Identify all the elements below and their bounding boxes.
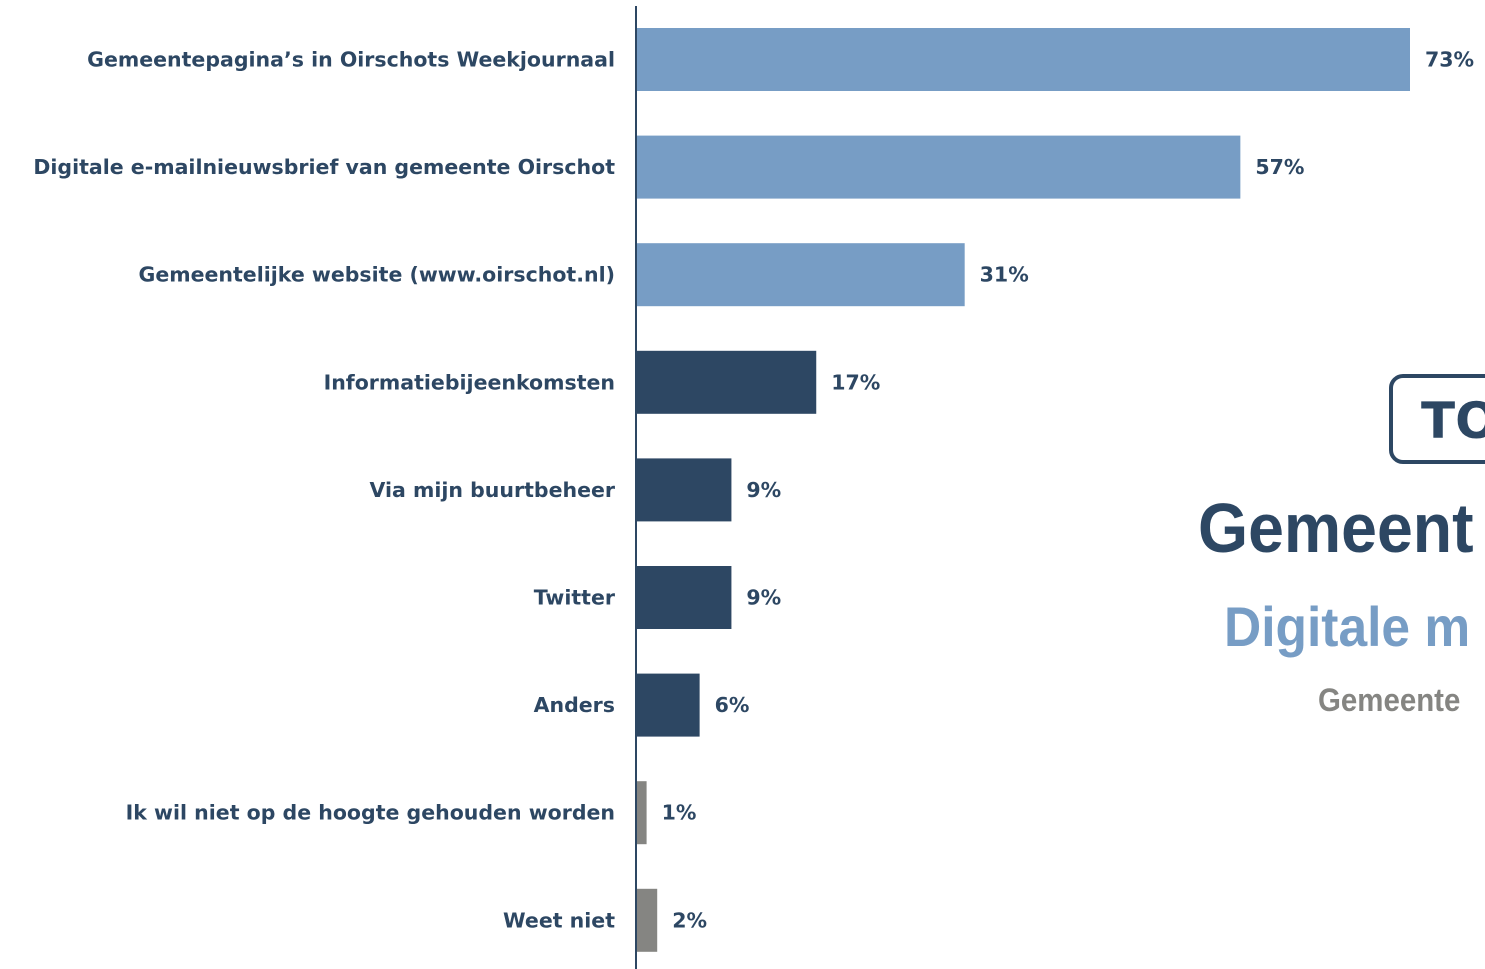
bar-2 xyxy=(636,135,1241,199)
value-label: 9% xyxy=(746,478,781,502)
category-label: Digitale e-mailnieuwsbrief van gemeente … xyxy=(33,155,615,179)
value-label: 73% xyxy=(1425,48,1474,72)
value-label: 9% xyxy=(746,586,781,610)
bar-3 xyxy=(636,243,965,307)
bars-group xyxy=(636,28,1410,952)
bar-4 xyxy=(636,350,817,414)
value-label: 2% xyxy=(672,908,707,932)
category-label: Anders xyxy=(534,693,615,717)
bar-5 xyxy=(636,458,732,522)
category-label: Gemeentepagina’s in Oirschots Weekjourna… xyxy=(87,48,615,72)
category-label: Informatiebijeenkomsten xyxy=(324,370,615,394)
bar-6 xyxy=(636,566,732,629)
value-label: 1% xyxy=(662,801,697,825)
category-labels-group: Gemeentepagina’s in Oirschots Weekjourna… xyxy=(33,48,616,933)
category-label: Via mijn buurtbeheer xyxy=(369,478,615,502)
value-label: 57% xyxy=(1255,155,1304,179)
value-label: 17% xyxy=(831,370,880,394)
category-label: Weet niet xyxy=(503,908,615,932)
category-label: Ik wil niet op de hoogte gehouden worden xyxy=(126,801,615,825)
bar-1 xyxy=(636,28,1410,91)
bar-7 xyxy=(636,673,700,737)
bar-9 xyxy=(636,888,658,952)
category-label: Gemeentelijke website (www.oirschot.nl) xyxy=(139,263,615,287)
value-label: 31% xyxy=(980,263,1029,287)
bar-8 xyxy=(636,781,647,845)
category-label: Twitter xyxy=(534,586,616,610)
value-labels-group: 73% 57% 31% 17% 9% 9% 6% 1% 2% xyxy=(662,48,1474,933)
value-label: 6% xyxy=(715,693,750,717)
